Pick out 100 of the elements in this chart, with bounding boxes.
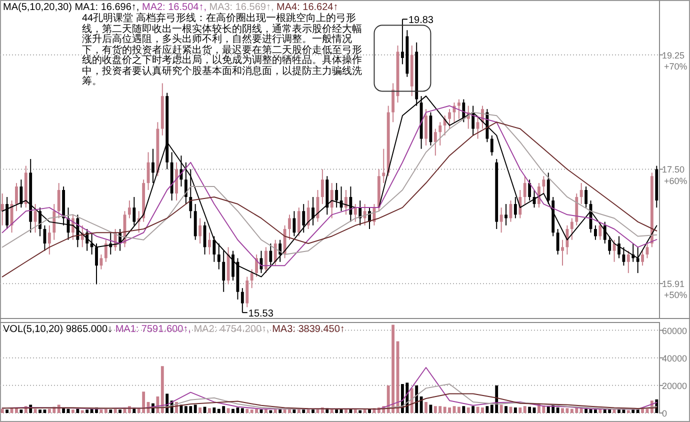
y2-tick-label: +70% (664, 61, 688, 72)
bar (556, 407, 560, 413)
candlestick (349, 186, 352, 222)
bar (472, 406, 475, 413)
bar (86, 410, 89, 413)
bar (34, 408, 37, 413)
candlestick (354, 204, 357, 222)
candlestick (292, 210, 296, 237)
candlestick (424, 108, 428, 146)
candlestick (594, 224, 597, 240)
line-series (2, 393, 658, 410)
legend-title: VOL(5,10,20) (3, 324, 66, 335)
candlestick (618, 236, 620, 259)
bar (160, 366, 164, 413)
candlestick (198, 218, 202, 244)
bar (198, 407, 202, 413)
bar (76, 408, 80, 413)
bar (274, 410, 277, 413)
text: MA1: 16.696↑, (74, 2, 142, 13)
text: MA3: 16.569↑, (209, 2, 277, 13)
bar (481, 407, 484, 413)
bar (500, 404, 503, 413)
candlestick (34, 204, 37, 234)
candlestick (626, 250, 630, 274)
candlestick (344, 189, 348, 216)
bar (514, 407, 517, 413)
candlestick (269, 243, 272, 266)
candlestick (15, 182, 18, 212)
bar (240, 408, 244, 413)
y2-tick-label: +50% (664, 290, 688, 300)
bar (312, 410, 314, 413)
candlestick (52, 204, 56, 240)
candlestick (132, 196, 136, 226)
bar (302, 410, 306, 413)
candlestick (472, 105, 475, 136)
candlestick (306, 200, 310, 230)
annotation: 15.53 (248, 308, 274, 320)
annotation: 44孔明课堂 高档弃弓形线：在高价圈出现一根跳空向上的弓形线，第二天随即收出一根实体较长的阴线，通常表示股价经大幅涨升后高位遇阻，多头出师不利，自然要进行调整。一般情况下，有货的投资者应赶紧出货，最迟要在第二天股价走低至弓形线的收盘价之下时考虑出局，以免成为调整的牺牲品。具体操作中，投资者要认真研究个股基本面和消息面，以提防主力骗线洗筹。 (82, 13, 363, 88)
bar (415, 385, 418, 413)
bar (457, 406, 460, 413)
candlestick (6, 196, 9, 230)
y-tick-label: 19.25 (662, 50, 685, 60)
y-tick-label: 17.50 (662, 164, 685, 175)
bar (363, 410, 366, 413)
bar (278, 410, 282, 413)
bar (0, 408, 4, 413)
bar (212, 407, 216, 413)
candlestick (152, 148, 154, 184)
candlestick (457, 98, 460, 120)
y2-tick-label: +60% (664, 176, 688, 186)
candlestick (603, 221, 606, 244)
candlestick (302, 204, 306, 234)
bar (80, 410, 84, 413)
candlestick (622, 246, 626, 266)
candlestick (288, 214, 291, 240)
candlestick (476, 115, 480, 140)
candlestick (48, 224, 51, 255)
text: MA4: 16.624↑ (276, 2, 338, 13)
candlestick (546, 172, 550, 205)
candlestick (438, 122, 442, 146)
candlestick (255, 254, 258, 278)
candlestick (264, 246, 268, 274)
bar (6, 410, 9, 413)
bar (466, 407, 470, 413)
y-tick-label: 15.91 (662, 279, 685, 290)
bar (462, 406, 466, 413)
candlestick (246, 276, 249, 308)
candlestick (434, 128, 437, 156)
candlestick (528, 179, 532, 202)
candlestick (128, 200, 131, 219)
bar (424, 402, 428, 413)
y-tick-label: 20000 (662, 380, 688, 391)
candlestick (274, 239, 277, 266)
text: MA2: 4754.200↑, (194, 324, 272, 335)
bar (636, 410, 640, 413)
bar (208, 408, 211, 413)
bar (246, 408, 249, 413)
bar (292, 410, 296, 413)
candlestick (208, 232, 211, 255)
candlestick (641, 250, 644, 266)
candlestick (240, 288, 244, 314)
candlestick (542, 176, 546, 194)
text: MA3: 3839.450↑ (272, 324, 345, 335)
bar (486, 406, 489, 413)
bar (38, 410, 42, 413)
bar (194, 404, 197, 413)
bar (523, 406, 526, 413)
bar (104, 408, 108, 413)
bar (584, 408, 588, 413)
candlestick (504, 204, 508, 226)
candlestick (189, 168, 192, 219)
candlestick (297, 207, 300, 237)
bar (354, 410, 357, 413)
candlestick (570, 218, 574, 240)
candlestick (320, 168, 324, 205)
candlestick (20, 179, 23, 208)
text: MA2: 16.504↑, (142, 2, 210, 13)
candlestick (580, 182, 583, 205)
candlestick (556, 228, 560, 255)
candlestick (312, 196, 314, 226)
